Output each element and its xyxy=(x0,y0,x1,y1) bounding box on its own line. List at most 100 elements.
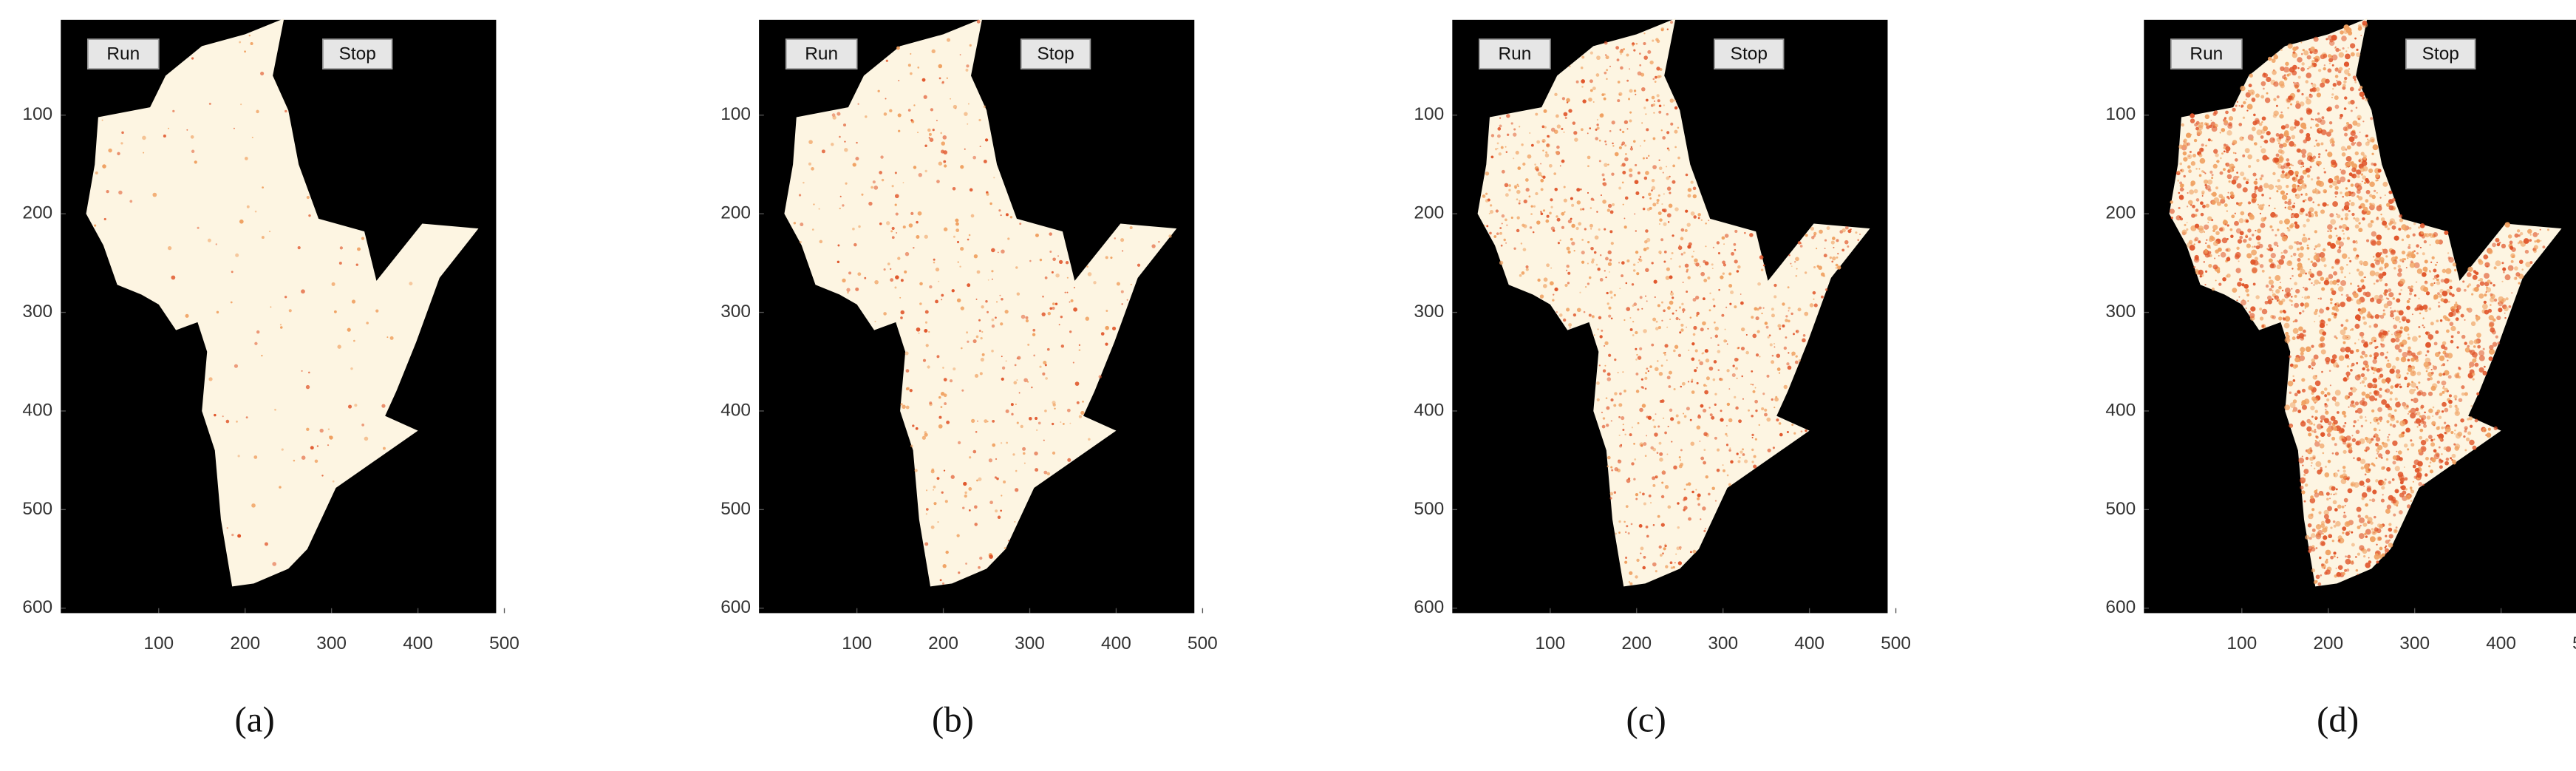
speckle xyxy=(1705,223,1707,225)
speckle xyxy=(2320,425,2324,429)
speckle xyxy=(1627,531,1630,534)
speckle xyxy=(1666,131,1670,135)
button-label[interactable]: Run xyxy=(805,44,838,64)
speckle xyxy=(2334,390,2341,396)
speckle xyxy=(1744,459,1748,463)
speckle xyxy=(2416,426,2419,428)
speckle xyxy=(1663,250,1667,254)
speckle xyxy=(2406,504,2411,509)
speckle xyxy=(2327,242,2331,246)
speckle xyxy=(2366,485,2372,491)
speckle xyxy=(2308,109,2313,114)
speckle xyxy=(1633,49,1636,52)
button[interactable] xyxy=(1714,38,1785,69)
speckle xyxy=(2436,319,2439,323)
speckle xyxy=(2225,144,2229,148)
speckle xyxy=(239,41,242,44)
button[interactable] xyxy=(322,38,393,69)
speckle xyxy=(2305,272,2307,275)
speckle xyxy=(2343,414,2347,418)
speckle xyxy=(1703,461,1706,465)
speckle xyxy=(968,486,972,491)
button-label[interactable]: Stop xyxy=(339,44,376,64)
button[interactable] xyxy=(1020,38,1091,69)
speckle xyxy=(936,180,940,183)
speckle xyxy=(357,247,361,251)
speckle xyxy=(2395,337,2400,343)
speckle xyxy=(1568,109,1572,113)
speckle xyxy=(1728,284,1733,288)
button-label[interactable]: Run xyxy=(106,44,140,64)
x-tick-label: 300 xyxy=(1708,634,1738,653)
button-label[interactable]: Stop xyxy=(1731,44,1768,64)
speckle xyxy=(2178,144,2184,149)
button[interactable] xyxy=(785,38,858,69)
speckle xyxy=(1563,198,1567,203)
speckle xyxy=(2417,461,2423,467)
x-tick-label: 300 xyxy=(1015,634,1045,653)
speckle xyxy=(2313,254,2319,261)
speckle xyxy=(2320,82,2325,88)
speckle xyxy=(2212,200,2216,205)
speckle xyxy=(2262,154,2269,161)
button-label[interactable]: Stop xyxy=(2422,44,2459,64)
speckle xyxy=(2331,64,2334,67)
button-label[interactable]: Run xyxy=(2190,44,2223,64)
speckle xyxy=(1721,313,1725,317)
y-tick-label: 500 xyxy=(2105,499,2136,519)
speckle xyxy=(1841,228,1846,233)
speckle xyxy=(2310,260,2314,263)
speckle xyxy=(1613,293,1616,296)
speckle xyxy=(1667,306,1671,310)
speckle xyxy=(2332,201,2338,207)
speckle xyxy=(2314,416,2317,418)
button[interactable] xyxy=(1479,38,1551,69)
speckle xyxy=(1675,553,1677,555)
speckle xyxy=(1045,377,1048,380)
speckle xyxy=(1820,295,1824,299)
speckle xyxy=(2467,266,2473,273)
speckle xyxy=(1004,547,1006,550)
speckle xyxy=(1015,266,1018,269)
speckle xyxy=(1642,565,1646,570)
speckle xyxy=(1847,229,1852,234)
speckle xyxy=(2374,554,2380,560)
speckle xyxy=(1623,120,1629,124)
button[interactable] xyxy=(2170,38,2243,69)
speckle xyxy=(301,455,306,460)
speckle xyxy=(1130,283,1132,285)
speckle xyxy=(2407,333,2410,336)
speckle xyxy=(2247,228,2252,233)
speckle xyxy=(2384,546,2387,549)
speckle xyxy=(2347,488,2353,494)
speckle xyxy=(1005,409,1009,413)
speckle xyxy=(2497,342,2501,345)
button[interactable] xyxy=(2405,38,2476,69)
speckle xyxy=(2310,465,2312,466)
speckle xyxy=(2322,533,2324,535)
speckle xyxy=(2320,349,2326,355)
speckle xyxy=(2275,133,2280,137)
speckle xyxy=(316,445,319,447)
speckle xyxy=(2195,126,2199,131)
speckle xyxy=(250,41,253,45)
speckle xyxy=(2300,336,2305,341)
speckle xyxy=(1690,441,1695,446)
speckle xyxy=(2379,351,2385,356)
speckle xyxy=(1666,186,1672,191)
speckle xyxy=(1015,469,1018,472)
speckle xyxy=(2364,276,2366,279)
speckle xyxy=(1672,234,1674,237)
button-label[interactable]: Run xyxy=(1498,44,1531,64)
speckle xyxy=(2284,287,2291,293)
button-label[interactable]: Stop xyxy=(1037,44,1074,64)
speckle xyxy=(967,283,971,288)
speckle xyxy=(2384,283,2388,287)
button[interactable] xyxy=(86,38,160,69)
speckle xyxy=(2311,178,2314,181)
speckle xyxy=(1482,194,1485,197)
speckle xyxy=(2270,211,2276,218)
speckle xyxy=(2398,310,2404,316)
speckle xyxy=(1105,325,1109,330)
speckle xyxy=(1816,248,1818,250)
